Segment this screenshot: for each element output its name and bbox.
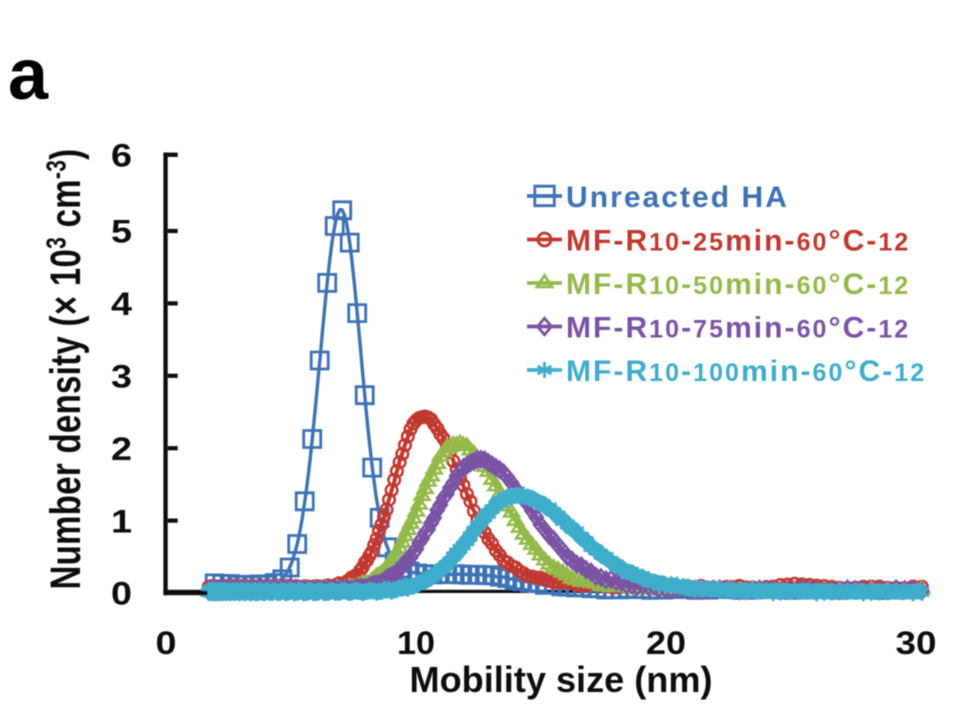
svg-text:0: 0 bbox=[156, 625, 177, 661]
svg-text:30: 30 bbox=[896, 625, 937, 661]
svg-text:2: 2 bbox=[111, 431, 132, 467]
svg-text:20: 20 bbox=[646, 625, 686, 661]
svg-text:MF-R10-100min-60°C-12: MF-R10-100min-60°C-12 bbox=[566, 355, 926, 388]
svg-text:0: 0 bbox=[111, 576, 132, 612]
svg-text:Mobility size (nm): Mobility size (nm) bbox=[410, 659, 713, 700]
svg-text:10: 10 bbox=[397, 625, 435, 661]
svg-text:Unreacted HA: Unreacted HA bbox=[566, 181, 789, 214]
svg-text:5: 5 bbox=[111, 214, 132, 250]
svg-text:1: 1 bbox=[111, 503, 132, 539]
svg-text:MF-R10-75min-60°C-12: MF-R10-75min-60°C-12 bbox=[566, 312, 910, 345]
svg-text:Number density (× 103 cm-3): Number density (× 103 cm-3) bbox=[42, 149, 90, 590]
svg-text:MF-R10-50min-60°C-12: MF-R10-50min-60°C-12 bbox=[566, 268, 910, 301]
svg-text:a: a bbox=[8, 35, 49, 115]
svg-text:3: 3 bbox=[111, 359, 132, 395]
svg-text:4: 4 bbox=[111, 286, 132, 322]
svg-text:6: 6 bbox=[111, 137, 132, 173]
svg-text:MF-R10-25min-60°C-12: MF-R10-25min-60°C-12 bbox=[566, 225, 910, 258]
